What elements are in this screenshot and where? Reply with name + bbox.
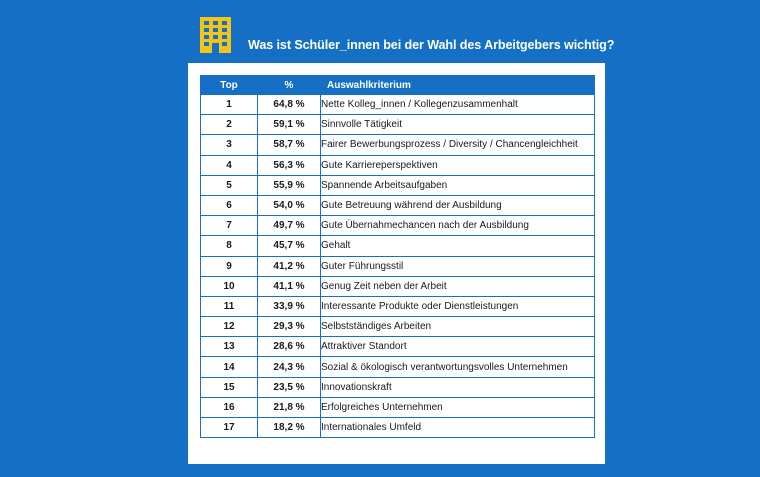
table-row: 16 21,8 % Erfolgreiches Unternehmen xyxy=(200,396,595,419)
table-row: 8 45,7 % Gehalt xyxy=(200,235,595,257)
rank-cell: 17 xyxy=(200,416,258,439)
table-row: 2 59,1 % Sinnvolle Tätigkeit xyxy=(200,114,595,136)
criterion-cell: Spannende Arbeitsaufgaben xyxy=(320,174,595,196)
rank-cell: 13 xyxy=(200,336,258,358)
criterion-cell: Sozial & ökologisch verantwortungsvolles… xyxy=(320,356,595,378)
criterion-cell: Fairer Bewerbungsprozess / Diversity / C… xyxy=(320,134,595,156)
criterion-cell: Internationales Umfeld xyxy=(320,416,595,439)
office-building-icon xyxy=(200,17,231,53)
table-row: 17 18,2 % Internationales Umfeld xyxy=(200,416,595,439)
criterion-cell: Gute Übernahmechancen nach der Ausbildun… xyxy=(320,215,595,237)
criterion-cell: Guter Führungsstil xyxy=(320,255,595,277)
column-header-criterion: Auswahlkriterium xyxy=(320,75,595,95)
table-row: 11 33,9 % Interessante Produkte oder Diens… xyxy=(200,295,595,318)
percent-cell: 49,7 % xyxy=(257,215,321,237)
rank-cell: 10 xyxy=(200,275,258,297)
table-row: 12 29,3 % Selbstständiges Arbeiten xyxy=(200,316,595,338)
table-row: 3 58,7 % Fairer Bewerbungsprozess / Divers… xyxy=(200,134,595,156)
criterion-cell: Sinnvolle Tätigkeit xyxy=(320,114,595,136)
percent-cell: 29,3 % xyxy=(257,316,321,338)
percent-cell: 54,0 % xyxy=(257,194,321,217)
page-title: Was ist Schüler_innen bei der Wahl des A… xyxy=(248,38,615,52)
table-row: 5 55,9 % Spannende Arbeitsaufgaben xyxy=(200,174,595,196)
criterion-cell: Genug Zeit neben der Arbeit xyxy=(320,275,595,297)
percent-cell: 28,6 % xyxy=(257,336,321,358)
percent-cell: 21,8 % xyxy=(257,396,321,419)
criterion-cell: Nette Kolleg_innen / Kollegenzusammenhal… xyxy=(320,93,595,116)
percent-cell: 33,9 % xyxy=(257,295,321,318)
table-row: 10 41,1 % Genug Zeit neben der Arbeit xyxy=(200,275,595,297)
percent-cell: 55,9 % xyxy=(257,174,321,196)
percent-cell: 18,2 % xyxy=(257,416,321,439)
rank-cell: 9 xyxy=(200,255,258,277)
ranking-table: Top % Auswahlkriterium 1 64,8 % Nette Koll… xyxy=(200,75,595,439)
rank-cell: 1 xyxy=(200,93,258,116)
table-row: 15 23,5 % Innovationskraft xyxy=(200,376,595,398)
criterion-cell: Interessante Produkte oder Dienstleistun… xyxy=(320,295,595,318)
percent-cell: 41,2 % xyxy=(257,255,321,277)
criterion-cell: Attraktiver Standort xyxy=(320,336,595,358)
percent-cell: 64,8 % xyxy=(257,93,321,116)
table-row: 4 56,3 % Gute Karriereperspektiven xyxy=(200,154,595,176)
criterion-cell: Erfolgreiches Unternehmen xyxy=(320,396,595,419)
rank-cell: 16 xyxy=(200,396,258,419)
criterion-cell: Gute Karriereperspektiven xyxy=(320,154,595,176)
table-row: 13 28,6 % Attraktiver Standort xyxy=(200,336,595,358)
percent-cell: 58,7 % xyxy=(257,134,321,156)
table-row: 9 41,2 % Guter Führungsstil xyxy=(200,255,595,277)
rank-cell: 11 xyxy=(200,295,258,318)
table-row: 1 64,8 % Nette Kolleg_innen / Kollegenzusa… xyxy=(200,93,595,116)
percent-cell: 24,3 % xyxy=(257,356,321,378)
criterion-cell: Gute Betreuung während der Ausbildung xyxy=(320,194,595,217)
percent-cell: 45,7 % xyxy=(257,235,321,257)
percent-cell: 23,5 % xyxy=(257,376,321,398)
table-row: 6 54,0 % Gute Betreuung während der Ausbil… xyxy=(200,194,595,217)
percent-cell: 59,1 % xyxy=(257,114,321,136)
criterion-cell: Innovationskraft xyxy=(320,376,595,398)
rank-cell: 12 xyxy=(200,316,258,338)
rank-cell: 8 xyxy=(200,235,258,257)
rank-cell: 6 xyxy=(200,194,258,217)
table-header-row: Top % Auswahlkriterium xyxy=(200,75,595,95)
rank-cell: 7 xyxy=(200,215,258,237)
rank-cell: 14 xyxy=(200,356,258,378)
percent-cell: 41,1 % xyxy=(257,275,321,297)
column-header-top: Top xyxy=(200,75,258,95)
rank-cell: 4 xyxy=(200,154,258,176)
criterion-cell: Gehalt xyxy=(320,235,595,257)
percent-cell: 56,3 % xyxy=(257,154,321,176)
rank-cell: 15 xyxy=(200,376,258,398)
table-row: 7 49,7 % Gute Übernahmechancen nach der Au… xyxy=(200,215,595,237)
table-row: 14 24,3 % Sozial & ökologisch verantwortun… xyxy=(200,356,595,378)
rank-cell: 5 xyxy=(200,174,258,196)
rank-cell: 3 xyxy=(200,134,258,156)
ranking-card: Top % Auswahlkriterium 1 64,8 % Nette Koll… xyxy=(188,63,605,464)
rank-cell: 2 xyxy=(200,114,258,136)
table-body: 1 64,8 % Nette Kolleg_innen / Kollegenzusa… xyxy=(200,93,595,439)
criterion-cell: Selbstständiges Arbeiten xyxy=(320,316,595,338)
column-header-percent: % xyxy=(257,75,321,95)
